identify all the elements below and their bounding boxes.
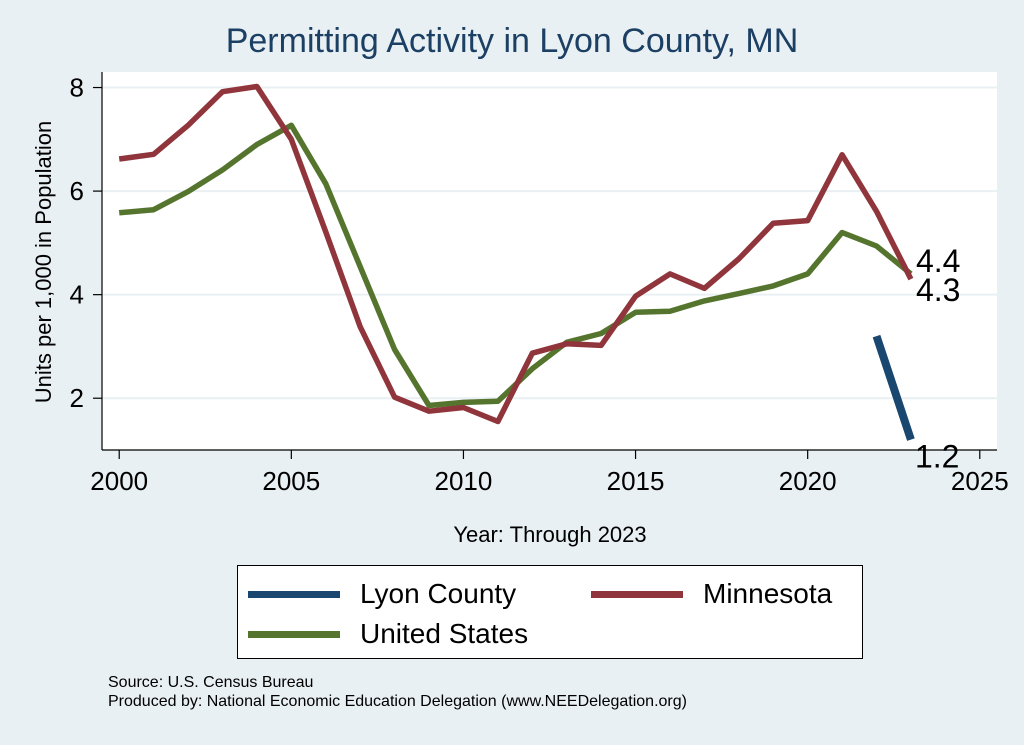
legend-swatch-minnesota: [591, 590, 683, 598]
source-notes: Source: U.S. Census Bureau Produced by: …: [108, 673, 687, 711]
chart-title: Permitting Activity in Lyon County, MN: [225, 22, 799, 60]
legend-swatch-united-states: [248, 630, 340, 638]
x-tick-label-2010: 2010: [435, 466, 493, 496]
series-line-lyon-county: [872, 334, 915, 441]
legend-item-minnesota: Minnesota: [591, 578, 832, 610]
legend-swatch-lyon-county: [248, 590, 340, 598]
y-tick-label-6: 6: [70, 176, 84, 206]
x-tick-label-2000: 2000: [90, 466, 148, 496]
legend-label-lyon-county: Lyon County: [360, 578, 517, 609]
y-tick-label-2: 2: [70, 383, 84, 413]
legend-label-united-states: United States: [360, 618, 529, 649]
legend-item-lyon-county: Lyon County: [248, 578, 516, 610]
legend-label-minnesota: Minnesota: [703, 578, 833, 609]
x-tick-label-2005: 2005: [262, 466, 320, 496]
legend: Lyon County Minnesota United States: [237, 565, 863, 659]
y-tick-label-8: 8: [70, 73, 84, 103]
end-label-minnesota: 4.3: [916, 272, 960, 308]
end-label-united-states: 4.4: [916, 243, 960, 279]
end-label-lyon-county: 1.2: [915, 439, 959, 475]
x-tick-label-2015: 2015: [607, 466, 665, 496]
legend-item-united-states: United States: [248, 618, 528, 650]
series-line-minnesota: [118, 83, 914, 425]
x-tick-label-2020: 2020: [779, 466, 837, 496]
plot-area: [102, 72, 997, 450]
produced-by-text: Produced by: National Economic Education…: [108, 693, 687, 710]
x-tick-label-2025: 2025: [951, 466, 1009, 496]
y-tick-label-4: 4: [70, 280, 84, 310]
source-text: Source: U.S. Census Bureau: [108, 674, 314, 691]
x-axis-label: Year: Through 2023: [453, 522, 647, 547]
